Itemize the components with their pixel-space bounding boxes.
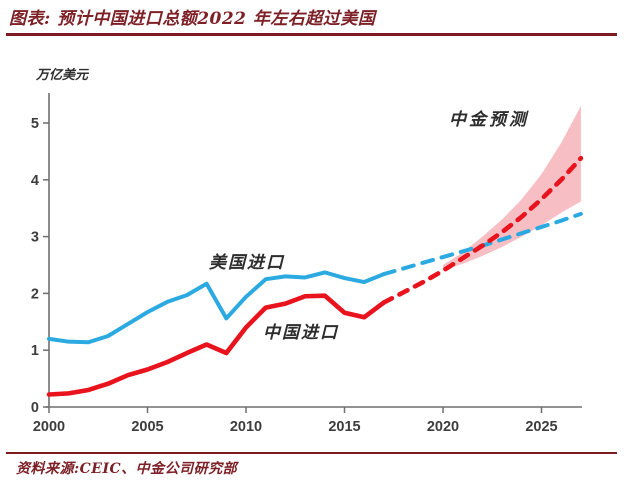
x-tick-label: 2010 <box>230 419 262 435</box>
china-imports-line-label: 中国进口 <box>263 323 339 343</box>
footer-divider <box>6 452 617 454</box>
x-tick-label: 2005 <box>131 419 163 435</box>
title-divider <box>6 33 617 36</box>
x-tick-label: 2025 <box>525 419 557 435</box>
y-tick-label: 5 <box>31 116 39 132</box>
figure-title: 图表: 预计中国进口总额2022 年左右超过美国 <box>9 9 376 29</box>
tick-labels: 0 1 2 3 4 5 2000 2005 2010 2015 2020 2025 <box>31 116 558 435</box>
series-lines <box>46 155 584 397</box>
y-tick-label: 4 <box>31 173 39 189</box>
forecast-confidence-band <box>443 105 581 270</box>
x-tick-label: 2000 <box>33 419 65 435</box>
china_actual-line <box>46 293 387 397</box>
y-axis-unit-label: 万亿美元 <box>36 68 89 83</box>
forecast-band-polygon <box>443 105 581 270</box>
china_forecast-line <box>381 155 584 305</box>
y-tick-label: 0 <box>31 400 39 416</box>
y-tick-label: 2 <box>31 286 39 302</box>
us-imports-line-label: 美国进口 <box>209 253 285 273</box>
axes <box>43 93 582 413</box>
y-tick-label: 3 <box>31 230 39 246</box>
x-tick-label: 2015 <box>328 419 360 435</box>
x-tick-label: 2020 <box>427 419 459 435</box>
us_actual-line <box>47 270 386 345</box>
forecast-annotation: 中金预测 <box>449 110 529 130</box>
y-tick-label: 1 <box>31 343 39 359</box>
source-note: 资料来源:CEIC、中金公司研究部 <box>16 461 238 477</box>
